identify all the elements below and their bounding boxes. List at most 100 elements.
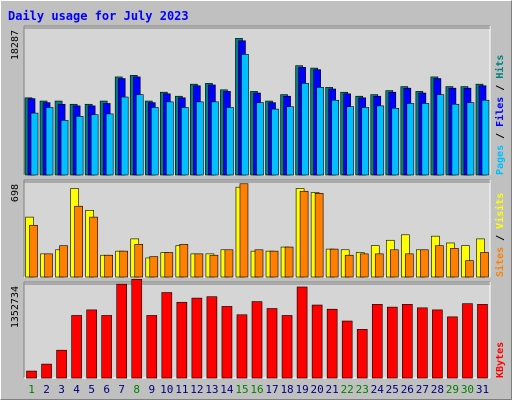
x-tick-label-day-18: 18 <box>280 383 293 396</box>
bar-kbytes-kbytes-day-17 <box>266 308 278 379</box>
bar-visits-sites-day-11 <box>179 244 189 278</box>
bar-hits-pages-day-2 <box>45 107 54 176</box>
bar-kbytes-kbytes-day-18 <box>281 315 293 379</box>
x-tick-label-day-10: 10 <box>160 383 173 396</box>
x-tick-label-day-22: 22 <box>341 383 354 396</box>
bar-hits-pages-day-4 <box>75 116 84 176</box>
bar-kbytes-kbytes-day-30 <box>462 303 473 379</box>
bar-visits-sites-day-22 <box>344 254 354 278</box>
bar-visits-sites-day-4 <box>74 205 83 278</box>
bar-kbytes-kbytes-day-27 <box>417 307 428 379</box>
y-tick-label-hits: 18287 <box>10 30 21 60</box>
bar-hits-pages-day-9 <box>150 107 159 176</box>
bar-hits-pages-day-8 <box>135 94 144 176</box>
legend-entry-kbytes: KBytes <box>495 342 506 378</box>
bar-visits-sites-day-28 <box>435 245 444 278</box>
bar-visits-sites-day-8 <box>134 244 144 278</box>
x-axis-labels: 1 2 3 4 5 6 7 8 9 10 11 12 13 14 15 16 17 18 19 20 21 22 23 24 2… <box>28 383 489 396</box>
bar-visits-sites-day-31 <box>480 252 489 278</box>
bar-visits-sites-day-29 <box>450 248 459 278</box>
bar-kbytes-kbytes-day-20 <box>311 304 323 379</box>
x-tick-label-day-17: 17 <box>265 383 278 396</box>
bar-visits-sites-day-24 <box>374 253 384 278</box>
bar-hits-pages-day-29 <box>451 103 460 176</box>
bar-visits-sites-day-19 <box>299 190 309 278</box>
bar-kbytes-kbytes-day-8 <box>131 279 143 379</box>
bar-hits-pages-day-15 <box>241 54 249 176</box>
bar-hits-pages-day-22 <box>346 106 354 176</box>
series-legend-hits: Pages / Files / Hits <box>494 55 506 175</box>
bar-kbytes-kbytes-day-10 <box>161 292 173 379</box>
x-tick-label-day-27: 27 <box>416 383 429 396</box>
bar-hits-pages-day-20 <box>316 87 324 176</box>
bar-kbytes-kbytes-day-1 <box>26 370 37 379</box>
bar-visits-sites-day-13 <box>209 254 219 278</box>
bar-visits-sites-day-2 <box>44 253 53 278</box>
x-tick-label-day-19: 19 <box>295 383 308 396</box>
x-tick-label-day-26: 26 <box>401 383 414 396</box>
bar-kbytes-kbytes-day-29 <box>447 316 458 379</box>
bar-kbytes-kbytes-day-4 <box>71 315 82 379</box>
bar-visits-sites-day-10 <box>164 252 174 278</box>
bar-hits-pages-day-7 <box>120 96 129 176</box>
bar-hits-pages-day-17 <box>271 108 279 176</box>
bar-hits-pages-day-30 <box>466 102 475 176</box>
bar-visits-sites-day-25 <box>389 249 399 278</box>
bar-kbytes-kbytes-day-22 <box>341 320 353 379</box>
bar-visits-sites-day-30 <box>465 260 474 278</box>
bar-visits-sites-day-18 <box>284 246 294 278</box>
bar-hits-pages-day-28 <box>436 94 445 176</box>
x-tick-label-day-14: 14 <box>220 383 234 396</box>
bar-hits-pages-day-5 <box>90 114 99 176</box>
bar-visits-sites-day-23 <box>359 253 369 278</box>
x-tick-label-day-21: 21 <box>326 383 339 396</box>
bar-hits-pages-day-3 <box>60 120 69 176</box>
bar-hits-pages-day-16 <box>256 102 264 176</box>
bar-visits-sites-day-7 <box>119 250 129 278</box>
bar-kbytes-kbytes-day-11 <box>176 301 188 379</box>
x-tick-label-day-15: 15 <box>235 383 248 396</box>
bar-kbytes-kbytes-day-31 <box>477 304 488 379</box>
x-tick-label-day-30: 30 <box>461 383 474 396</box>
bar-visits-sites-day-9 <box>149 256 159 278</box>
x-tick-label-day-1: 1 <box>28 383 35 396</box>
bar-visits-sites-day-1 <box>29 224 38 278</box>
bar-visits-sites-day-16 <box>254 249 264 278</box>
bar-kbytes-kbytes-day-5 <box>86 309 97 379</box>
bar-visits-sites-day-12 <box>194 253 204 278</box>
bar-visits-sites-day-17 <box>269 250 279 278</box>
bar-visits-sites-day-27 <box>420 249 429 278</box>
bar-hits-pages-day-26 <box>406 103 415 176</box>
x-tick-label-day-11: 11 <box>175 383 188 396</box>
x-tick-label-day-13: 13 <box>205 383 218 396</box>
series-legend-visits: Sites / Visits <box>494 193 506 277</box>
x-tick-label-day-12: 12 <box>190 383 203 396</box>
legend-separator: / <box>495 127 506 145</box>
x-tick-label-day-24: 24 <box>371 383 385 396</box>
x-tick-label-day-23: 23 <box>356 383 369 396</box>
bar-kbytes-kbytes-day-2 <box>41 363 52 379</box>
bar-kbytes-kbytes-day-19 <box>296 286 308 379</box>
legend-entry-pages: Pages <box>495 145 506 175</box>
x-tick-label-day-31: 31 <box>476 383 489 396</box>
bar-kbytes-kbytes-day-23 <box>356 329 368 379</box>
bar-kbytes-kbytes-day-9 <box>146 315 158 379</box>
bar-kbytes-kbytes-day-28 <box>432 309 443 379</box>
bar-visits-sites-day-20 <box>314 192 324 278</box>
bar-visits-sites-day-3 <box>59 245 68 278</box>
x-tick-label-day-9: 9 <box>148 383 155 396</box>
bar-kbytes-kbytes-day-12 <box>191 297 203 379</box>
legend-entry-sites: Sites <box>494 247 506 277</box>
bar-kbytes-kbytes-day-15 <box>236 314 248 379</box>
x-tick-label-day-2: 2 <box>43 383 50 396</box>
x-tick-label-day-25: 25 <box>386 383 399 396</box>
legend-separator: / <box>495 229 506 247</box>
y-tick-label-visits: 698 <box>10 184 21 202</box>
bar-kbytes-kbytes-day-21 <box>326 308 338 379</box>
bar-kbytes-kbytes-day-25 <box>386 306 398 379</box>
bar-hits-pages-day-27 <box>421 103 430 176</box>
bar-kbytes-kbytes-day-24 <box>371 304 383 379</box>
x-tick-label-day-28: 28 <box>431 383 444 396</box>
bar-hits-pages-day-14 <box>226 107 234 176</box>
